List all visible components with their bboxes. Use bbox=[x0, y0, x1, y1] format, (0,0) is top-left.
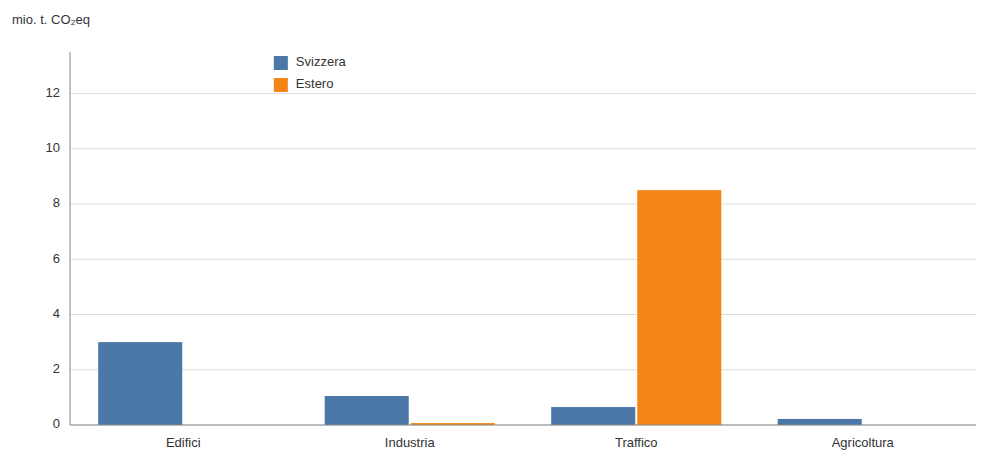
y-tick-label: 12 bbox=[46, 85, 60, 100]
x-tick-label: Edifici bbox=[166, 435, 201, 450]
bar bbox=[778, 419, 862, 425]
x-tick-label: Industria bbox=[385, 435, 436, 450]
grid bbox=[70, 93, 976, 425]
legend-label: Estero bbox=[296, 76, 334, 91]
y-tick-label: 8 bbox=[53, 195, 60, 210]
bar bbox=[637, 190, 721, 425]
grid-line bbox=[70, 259, 976, 260]
legend-swatch bbox=[274, 56, 288, 70]
y-axis-line bbox=[70, 52, 71, 425]
legend: Svizzera Estero bbox=[274, 54, 347, 92]
bar bbox=[551, 407, 635, 425]
x-axis-line bbox=[70, 425, 976, 426]
grid-line bbox=[70, 93, 976, 94]
chart-svg: 0 2 4 6 8 10 12 Edifici Industria Traffico Agricol… bbox=[0, 0, 1000, 471]
chart-container: 0 2 4 6 8 10 12 Edifici Industria Traffico Agricol… bbox=[0, 0, 1000, 471]
x-tick-label: Agricoltura bbox=[832, 435, 895, 450]
legend-label: Svizzera bbox=[296, 54, 347, 69]
grid-line bbox=[70, 314, 976, 315]
grid-line bbox=[70, 148, 976, 149]
x-tick-label: Traffico bbox=[615, 435, 658, 450]
y-tick-label: 2 bbox=[53, 361, 60, 376]
grid-line bbox=[70, 203, 976, 204]
y-tick-label: 6 bbox=[53, 251, 60, 266]
bar bbox=[98, 342, 182, 425]
y-tick-label: 10 bbox=[46, 140, 60, 155]
y-tick-label: 0 bbox=[53, 416, 60, 431]
grid-line bbox=[70, 369, 976, 370]
y-axis-label: mio. t. CO₂eq bbox=[12, 12, 90, 27]
page: {"chart_data": {"type": "bar", "y_label"… bbox=[0, 0, 1000, 471]
y-tick-label: 4 bbox=[53, 306, 60, 321]
bars bbox=[98, 190, 862, 425]
bar bbox=[325, 396, 409, 425]
legend-swatch bbox=[274, 78, 288, 92]
grid-line bbox=[70, 425, 976, 426]
